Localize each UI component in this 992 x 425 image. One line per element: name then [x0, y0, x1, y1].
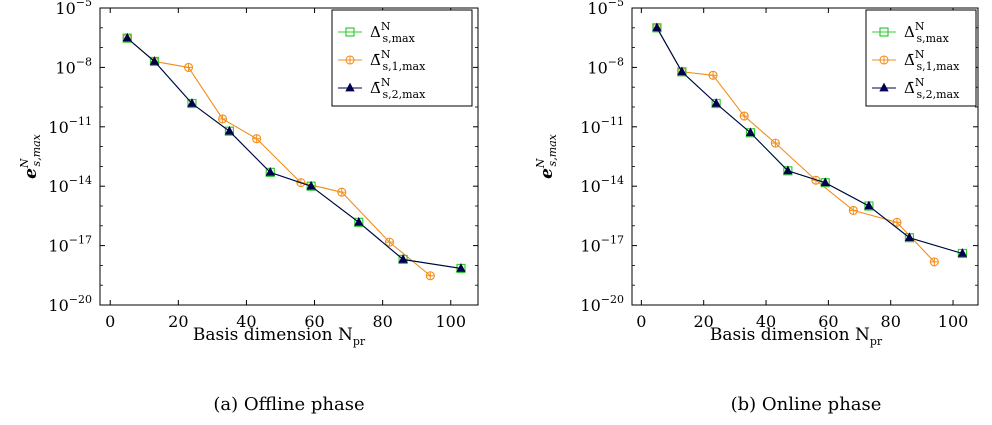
data-point: [354, 216, 364, 226]
y-tick-label: 10−20: [580, 293, 624, 315]
x-tick-label: 80: [881, 312, 901, 331]
data-point: [677, 66, 687, 76]
y-tick-label: 10−11: [580, 115, 624, 137]
data-point: [745, 127, 756, 137]
x-tick-label: 100: [435, 312, 466, 331]
legend-marker: [879, 82, 889, 92]
x-axis-label: Basis dimension Npr: [710, 325, 883, 348]
data-point: [183, 62, 194, 72]
data-point: [864, 200, 874, 210]
x-tick-label: 20: [168, 312, 188, 331]
legend: ΔN s,max Δ̄N s,1,max Δ̄N s,2,max: [865, 9, 977, 107]
panel-online: 0 20 40 60 80 100 10−20 10−17 10−14 10−11 10−8 10−5…: [534, 0, 979, 415]
data-point: [783, 165, 793, 175]
legend-entry-1: ΔN s,max: [904, 20, 950, 45]
legend-box: [331, 9, 473, 107]
x-tick-label: 80: [372, 312, 392, 331]
data-point: [892, 217, 902, 227]
legend-entry-1: ΔN s,max: [370, 20, 416, 45]
y-tick-label: 10−17: [580, 234, 624, 256]
data-point: [218, 114, 228, 124]
data-point: [957, 248, 968, 257]
panel-caption: (a) Offline phase: [213, 394, 364, 415]
legend-marker: [345, 27, 355, 37]
y-tick-label: 10−8: [55, 55, 92, 77]
legend-marker: [879, 55, 889, 65]
x-tick-label: 60: [818, 312, 838, 331]
x-tick-label: 20: [694, 312, 714, 331]
x-axis-label: Basis dimension Npr: [193, 325, 366, 348]
panel-caption: (b) Online phase: [731, 394, 882, 415]
y-axis-label: eNs,max: [18, 133, 43, 179]
data-point: [122, 32, 132, 42]
data-point: [398, 254, 408, 263]
data-point: [652, 22, 662, 32]
data-point: [149, 56, 160, 65]
data-point: [384, 237, 395, 247]
y-tick-label: 10−14: [48, 174, 92, 196]
y-axis-label: eNs,max: [534, 133, 559, 179]
legend-entry-2: Δ̄N s,1,max: [370, 48, 426, 73]
x-tick-label: 0: [105, 312, 115, 331]
plot-frame: [99, 7, 479, 306]
y-tick-label: 10−14: [580, 174, 624, 196]
data-point: [337, 187, 347, 197]
data-point: [848, 205, 858, 215]
y-tick-label: 10−20: [48, 293, 92, 315]
data-point: [224, 125, 235, 135]
x-tick-label: 40: [236, 312, 256, 331]
data-point: [739, 111, 749, 121]
panel-offline: 0 20 40 60 80 100 10−20 10−17 10−14 10−11 10−8 10−5…: [18, 0, 479, 415]
data-point: [425, 271, 435, 281]
legend-marker: [345, 82, 355, 92]
series-3: [122, 32, 466, 272]
data-point: [456, 263, 466, 272]
x-tick-label: 0: [636, 312, 646, 331]
plot-frame: [631, 7, 979, 306]
data-point: [708, 70, 718, 80]
legend-entry-2: Δ̄N s,1,max: [904, 48, 960, 73]
y-tick-label: 10−17: [48, 234, 92, 256]
y-tick-label: 10−11: [48, 115, 92, 137]
y-tick-label: 10−8: [587, 55, 624, 77]
data-point: [904, 232, 915, 242]
y-tick-label: 10−5: [587, 0, 624, 18]
data-point: [187, 98, 197, 107]
data-point: [306, 180, 316, 190]
legend: ΔN s,max Δ̄N s,1,max Δ̄N s,2,max: [331, 9, 473, 107]
legend-marker: [879, 27, 889, 37]
x-tick-label: 40: [756, 312, 776, 331]
legend-marker: [345, 55, 355, 65]
y-tick-label: 10−5: [55, 0, 92, 18]
series-3: [652, 22, 968, 257]
x-tick-label: 100: [938, 312, 969, 331]
legend-entry-3: Δ̄N s,2,max: [904, 76, 960, 101]
legend-entry-3: Δ̄N s,2,max: [370, 76, 426, 101]
data-point: [265, 167, 275, 176]
data-point: [711, 98, 721, 107]
data-point: [770, 138, 780, 148]
data-point: [929, 257, 939, 267]
x-tick-label: 60: [304, 312, 324, 331]
data-point: [252, 134, 262, 144]
data-point: [820, 177, 830, 187]
